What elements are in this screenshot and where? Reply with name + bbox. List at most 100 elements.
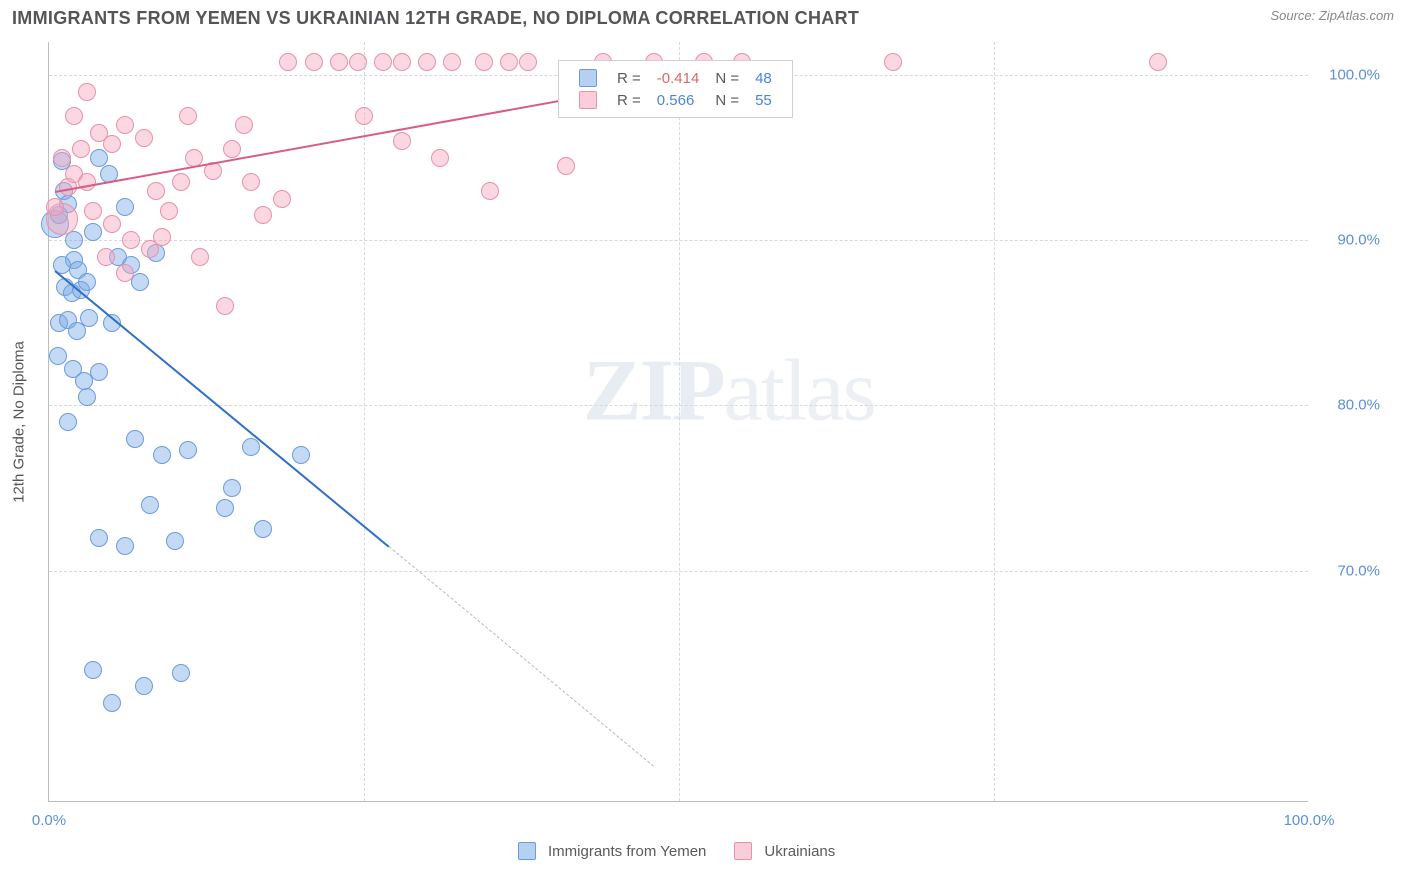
scatter-point <box>46 198 64 216</box>
scatter-point <box>90 529 108 547</box>
scatter-point <box>65 107 83 125</box>
scatter-point <box>160 202 178 220</box>
series-legend: Immigrants from Yemen Ukrainians <box>518 842 835 860</box>
scatter-point <box>78 173 96 191</box>
scatter-point <box>242 438 260 456</box>
legend-row: R =0.566N =55 <box>571 89 780 111</box>
scatter-point <box>223 140 241 158</box>
scatter-point <box>84 661 102 679</box>
scatter-point <box>374 53 392 71</box>
scatter-point <box>116 537 134 555</box>
scatter-point <box>519 53 537 71</box>
y-tick-label: 70.0% <box>1316 562 1380 579</box>
legend-r-label: R = <box>609 89 649 111</box>
scatter-point <box>84 202 102 220</box>
scatter-point <box>242 173 260 191</box>
scatter-point <box>393 132 411 150</box>
scatter-point <box>122 231 140 249</box>
scatter-point <box>393 53 411 71</box>
y-tick-label: 80.0% <box>1316 397 1380 414</box>
x-tick-label: 100.0% <box>1284 812 1335 829</box>
scatter-point <box>216 297 234 315</box>
scatter-point <box>557 157 575 175</box>
scatter-point <box>141 496 159 514</box>
legend-swatch-icon <box>518 842 536 860</box>
scatter-point <box>235 116 253 134</box>
y-axis-label: 12th Grade, No Diploma <box>11 341 28 503</box>
scatter-point <box>500 53 518 71</box>
scatter-point <box>179 107 197 125</box>
gridline-vertical <box>994 42 995 801</box>
scatter-point <box>349 53 367 71</box>
scatter-point <box>49 347 67 365</box>
scatter-point <box>147 182 165 200</box>
scatter-point <box>884 53 902 71</box>
scatter-point <box>179 441 197 459</box>
scatter-point <box>305 53 323 71</box>
legend-n-value: 55 <box>747 89 780 111</box>
scatter-point <box>126 430 144 448</box>
watermark-bold: ZIP <box>583 343 724 440</box>
scatter-point <box>172 664 190 682</box>
correlation-legend: R =-0.414N =48R =0.566N =55 <box>558 60 793 118</box>
scatter-point <box>166 532 184 550</box>
legend-item: Ukrainians <box>734 842 835 860</box>
y-tick-label: 90.0% <box>1316 232 1380 249</box>
scatter-point <box>103 694 121 712</box>
chart-title: IMMIGRANTS FROM YEMEN VS UKRAINIAN 12TH … <box>12 8 859 29</box>
legend-swatch-icon <box>734 842 752 860</box>
scatter-point <box>223 479 241 497</box>
trend-line <box>389 546 654 767</box>
scatter-point <box>330 53 348 71</box>
scatter-point <box>431 149 449 167</box>
scatter-point <box>116 116 134 134</box>
legend-row: R =-0.414N =48 <box>571 67 780 89</box>
legend-r-value: 0.566 <box>649 89 708 111</box>
scatter-point <box>80 309 98 327</box>
scatter-point <box>116 264 134 282</box>
scatter-point <box>481 182 499 200</box>
gridline-vertical <box>364 42 365 801</box>
scatter-point <box>53 149 71 167</box>
watermark: ZIPatlas <box>583 341 875 442</box>
legend-swatch-icon <box>579 91 597 109</box>
gridline-vertical <box>679 42 680 801</box>
scatter-point <box>84 223 102 241</box>
legend-n-label: N = <box>707 89 747 111</box>
scatter-point <box>135 677 153 695</box>
scatter-point <box>116 198 134 216</box>
y-tick-label: 100.0% <box>1316 67 1380 84</box>
scatter-point <box>72 140 90 158</box>
scatter-point <box>443 53 461 71</box>
scatter-point <box>216 499 234 517</box>
scatter-point <box>78 83 96 101</box>
source-label: Source: ZipAtlas.com <box>1270 8 1394 23</box>
scatter-point <box>254 520 272 538</box>
scatter-point <box>1149 53 1167 71</box>
legend-swatch-icon <box>579 69 597 87</box>
scatter-point <box>78 388 96 406</box>
scatter-point <box>273 190 291 208</box>
x-tick-label: 0.0% <box>32 812 66 829</box>
chart-container: 12th Grade, No Diploma ZIPatlas 70.0%80.… <box>48 42 1388 832</box>
scatter-point <box>292 446 310 464</box>
scatter-point <box>355 107 373 125</box>
scatter-point <box>135 129 153 147</box>
scatter-point <box>65 231 83 249</box>
scatter-point <box>191 248 209 266</box>
legend-r-value: -0.414 <box>649 67 708 89</box>
scatter-point <box>90 363 108 381</box>
scatter-point <box>153 446 171 464</box>
legend-r-label: R = <box>609 67 649 89</box>
plot-area: 12th Grade, No Diploma ZIPatlas 70.0%80.… <box>48 42 1308 802</box>
scatter-point <box>103 135 121 153</box>
scatter-point <box>103 215 121 233</box>
chart-header: IMMIGRANTS FROM YEMEN VS UKRAINIAN 12TH … <box>0 0 1406 33</box>
legend-series-label: Immigrants from Yemen <box>548 843 706 860</box>
legend-n-value: 48 <box>747 67 780 89</box>
scatter-point <box>475 53 493 71</box>
scatter-point <box>254 206 272 224</box>
scatter-point <box>97 248 115 266</box>
scatter-point <box>279 53 297 71</box>
legend-series-label: Ukrainians <box>764 843 835 860</box>
